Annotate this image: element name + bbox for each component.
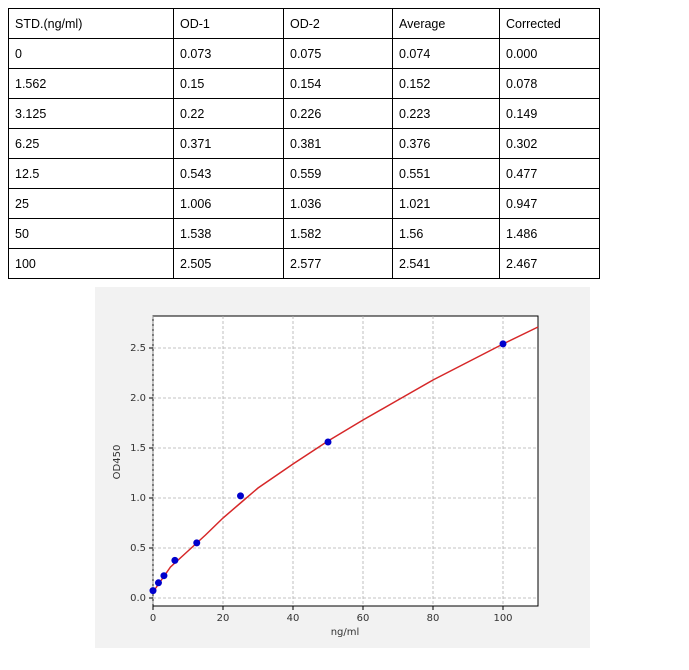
table-cell: 2.505 [173,248,284,279]
table-row: 3.125 0.22 0.226 0.223 0.149 [8,98,600,129]
table-cell: 6.25 [8,128,174,159]
fit-curve [152,326,539,593]
x-tick-label: 100 [493,613,512,624]
table-cell: 0.381 [283,128,393,159]
table-cell: 1.562 [8,68,174,99]
table-cell: 0.477 [499,158,600,189]
table-row: 1.562 0.15 0.154 0.152 0.078 [8,68,600,99]
data-point [149,587,157,595]
x-axis-label: ng/ml [331,627,360,638]
table-cell: 0.152 [392,68,500,99]
table-cell: 12.5 [8,158,174,189]
table-cell: 0.376 [392,128,500,159]
chart: ng/ml OD450 0 20 40 60 80 100 0.0 0.5 1.0 1.5 2.0 2… [95,287,590,648]
data-point [154,579,162,587]
table-cell: 0.22 [173,98,284,129]
table-cell: 0.078 [499,68,600,99]
table-cell: 1.486 [499,218,600,249]
data-point [499,340,507,348]
table-cell: 100 [8,248,174,279]
table-row: 25 1.006 1.036 1.021 0.947 [8,188,600,219]
table-row: 12.5 0.543 0.559 0.551 0.477 [8,158,600,189]
data-point [324,438,332,446]
table-cell: 1.538 [173,218,284,249]
table-cell: 2.467 [499,248,600,279]
table-cell: Average [392,8,500,39]
table-cell: 1.036 [283,188,393,219]
table-cell: 0.074 [392,38,500,69]
table-cell: 0.302 [499,128,600,159]
table-cell: 1.582 [283,218,393,249]
data-point [160,572,168,580]
x-tick-label: 20 [217,613,230,624]
table-cell: 0.154 [283,68,393,99]
table-cell: 0.223 [392,98,500,129]
data-point [193,539,201,547]
table-row: 50 1.538 1.582 1.56 1.486 [8,218,600,249]
table-cell: 0.000 [499,38,600,69]
x-tick-label: 40 [287,613,300,624]
table-cell: OD-1 [173,8,284,39]
table-cell: 1.56 [392,218,500,249]
table-cell: 0.543 [173,158,284,189]
y-tick-label: 0.5 [130,543,146,554]
y-tick-label: 1.0 [130,493,146,504]
table-cell: 50 [8,218,174,249]
y-tick-label: 0.0 [130,593,146,604]
table-cell: 0.075 [283,38,393,69]
table-cell: 0 [8,38,174,69]
y-tick-label: 1.5 [130,443,146,454]
y-axis-label: OD450 [112,445,123,480]
table-cell: 0.149 [499,98,600,129]
table-cell: 0.947 [499,188,600,219]
table-cell: 0.073 [173,38,284,69]
data-point [237,492,244,500]
data-table: STD.(ng/ml) OD-1 OD-2 Average Corrected 0 0.07… [8,8,600,279]
data-point [171,556,179,564]
x-tick-label: 60 [357,613,370,624]
table-cell: 0.15 [173,68,284,99]
table-cell: 3.125 [8,98,174,129]
x-tick-label: 80 [427,613,440,624]
table-cell: 1.006 [173,188,284,219]
y-tick-label: 2.5 [130,343,146,354]
table-cell: 0.371 [173,128,284,159]
table-cell: OD-2 [283,8,393,39]
table-cell: 25 [8,188,174,219]
x-tick-label: 0 [150,613,156,624]
table-cell: 0.559 [283,158,393,189]
table-cell: 2.577 [283,248,393,279]
header-row: STD.(ng/ml) OD-1 OD-2 Average Corrected [8,8,600,39]
table-cell: 0.226 [283,98,393,129]
table-row: 100 2.505 2.577 2.541 2.467 [8,248,600,279]
y-tick-label: 2.0 [130,393,146,404]
table-cell: 2.541 [392,248,500,279]
table-row: 0 0.073 0.075 0.074 0.000 [8,38,600,69]
table-cell: 0.551 [392,158,500,189]
table-cell: STD.(ng/ml) [8,8,174,39]
table-cell: 1.021 [392,188,500,219]
plot-area [152,315,539,607]
table-cell: Corrected [499,8,600,39]
table-row: 6.25 0.371 0.381 0.376 0.302 [8,128,600,159]
